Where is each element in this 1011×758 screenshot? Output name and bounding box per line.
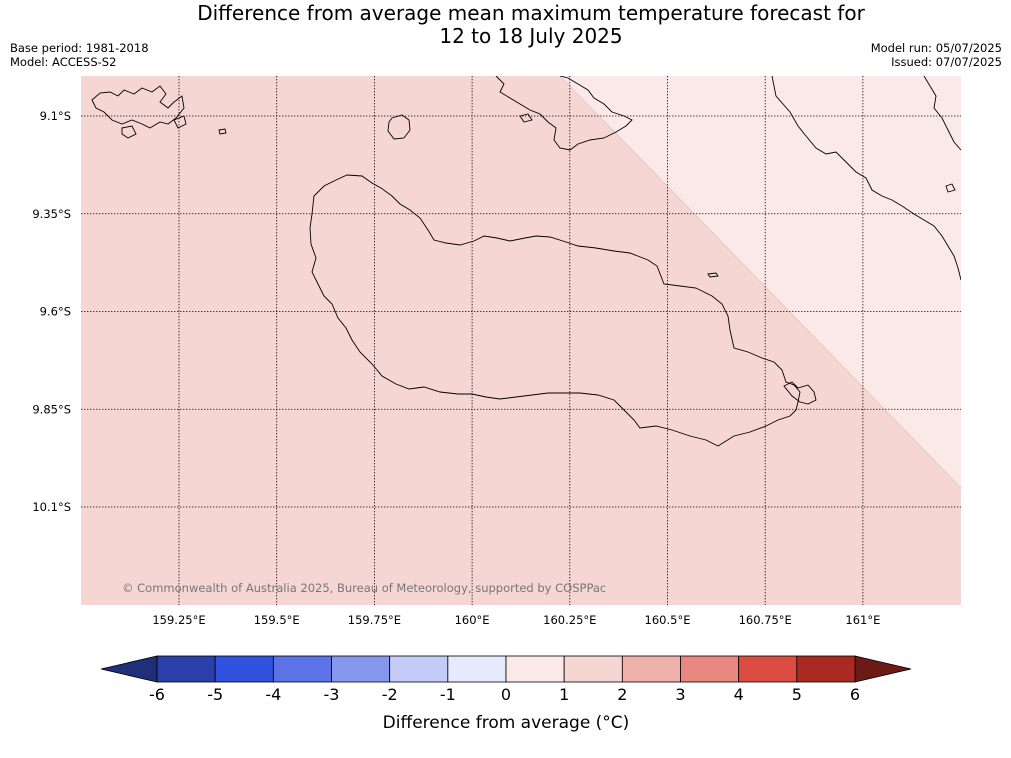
savo-island-coastline [387, 114, 411, 140]
malaita-coastline [771, 76, 961, 281]
colorbar-bin [331, 655, 391, 683]
colorbar-tick-label: -5 [207, 685, 223, 704]
colorbar-bin [796, 655, 856, 683]
longitude-label: 161°E [845, 613, 880, 627]
colorbar [100, 655, 912, 683]
colorbar-bin [563, 655, 623, 683]
malaita-coastline-north [923, 76, 961, 151]
colorbar-tick-labels: -6 -5 -4 -3 -2 -1 0 1 2 3 4 5 6 [149, 685, 860, 704]
longitude-label: 160.75°E [739, 613, 792, 627]
map-title-line2: 12 to 18 July 2025 [439, 24, 623, 48]
colorbar-tick-label: 2 [617, 685, 627, 704]
model-label: Model: ACCESS-S2 [10, 55, 117, 69]
colorbar-tick-label: -4 [265, 685, 281, 704]
colorbar-bin [738, 655, 798, 683]
small-island-west-2 [218, 128, 227, 135]
base-period-label: Base period: 1981-2018 [10, 41, 149, 55]
colorbar-bin [621, 655, 681, 683]
field-boundary [559, 75, 962, 489]
latitude-label: 9.85°S [32, 402, 71, 416]
colorbar-bin [272, 655, 332, 683]
guadalcanal-coastline [309, 174, 801, 447]
colorbar-tick-label: 4 [734, 685, 744, 704]
longitude-label: 159.25°E [152, 613, 205, 627]
longitude-label: 160.25°E [543, 613, 596, 627]
florida-islands-coastline [495, 76, 633, 151]
longitude-labels: 159.25°E 159.5°E 159.75°E 160°E 160.25°E 160.… [152, 613, 880, 627]
eastern-islets-coastline [783, 381, 817, 405]
latitude-labels: 9.1°S 9.35°S 9.6°S 9.85°S 10.1°S [32, 109, 71, 514]
russell-islands-coastline [91, 85, 185, 129]
map-panel: 9.1°S9.35°S9.6°S9.85°S10.1°S 159.25°E 159… [32, 75, 962, 627]
malaita-islet [945, 183, 956, 193]
florida-islet [519, 113, 533, 123]
small-island-west-3 [173, 115, 187, 129]
colorbar-bin [447, 655, 507, 683]
colorbar-tick-label: -2 [382, 685, 398, 704]
colorbar-bin [214, 655, 274, 683]
longitude-label: 159.75°E [348, 613, 401, 627]
colorbar-bin [389, 655, 449, 683]
colorbar-bin [680, 655, 740, 683]
model-run-label: Model run: 05/07/2025 [870, 41, 1002, 55]
colorbar-tick-label: -6 [149, 685, 165, 704]
small-island-west [121, 125, 137, 139]
colorbar-tick-label: 0 [501, 685, 511, 704]
colorbar-bin [505, 655, 565, 683]
small-islet [707, 272, 719, 278]
colorbar-tick-label: -1 [440, 685, 456, 704]
map-title-line1: Difference from average mean maximum tem… [197, 1, 865, 25]
colorbar-bin [156, 655, 216, 683]
colorbar-extend-low [100, 655, 158, 683]
longitude-label: 159.5°E [254, 613, 300, 627]
coastlines [91, 76, 961, 447]
latitude-label: 9.1°S [40, 109, 71, 123]
issued-label: Issued: 07/07/2025 [891, 55, 1002, 69]
copyright-notice: © Commonwealth of Australia 2025, Bureau… [122, 581, 606, 595]
colorbar-tick-label: 5 [792, 685, 802, 704]
colorbar-tick-label: -3 [324, 685, 340, 704]
colorbar-extend-high [854, 655, 912, 683]
latitude-label: 9.35°S [32, 207, 71, 221]
longitude-label: 160°E [455, 613, 490, 627]
colorbar-label: Difference from average (°C) [383, 713, 630, 733]
colorbar-tick-label: 3 [675, 685, 685, 704]
latitude-label: 9.6°S [40, 305, 71, 319]
colorbar-tick-label: 1 [559, 685, 569, 704]
colorbar-tick-label: 6 [850, 685, 860, 704]
longitude-label: 160.5°E [645, 613, 691, 627]
latitude-label: 10.1°S [32, 500, 71, 514]
graticule [81, 76, 961, 605]
